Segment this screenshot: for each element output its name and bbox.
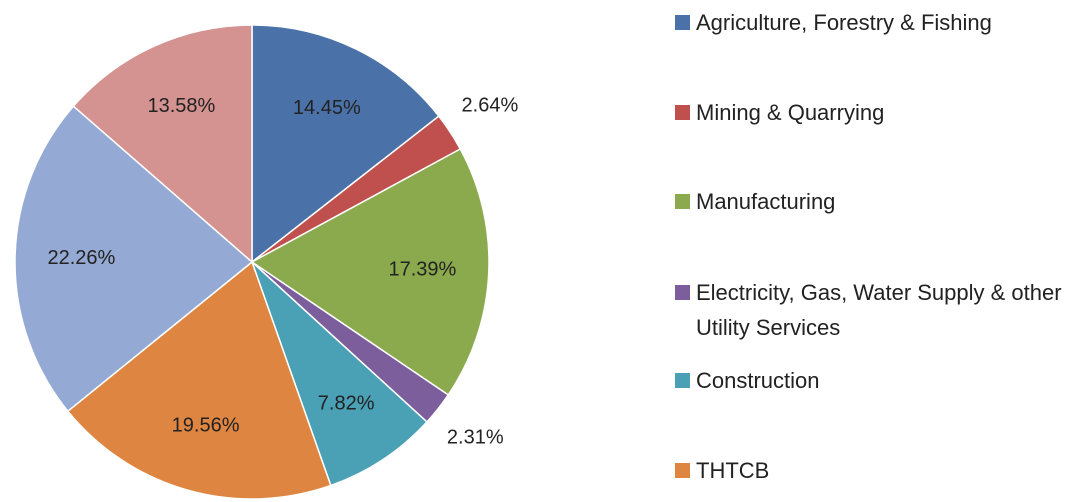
pie-slice (14, 105, 254, 413)
legend-item: Manufacturing (675, 184, 1085, 219)
legend-item: Agriculture, Forestry & Fishing (675, 5, 1085, 40)
chart: 14.45% 2.64% 17.39% 2.31% 7.82% 19.56% 22.26% 1… (14, 24, 519, 500)
pie-slice (251, 24, 440, 264)
legend-swatch (675, 373, 690, 388)
data-label: 13.58% (147, 95, 215, 117)
data-label: 14.45% (293, 97, 361, 119)
data-label: 2.64% (462, 94, 519, 116)
legend-item: THTCB (675, 453, 1085, 488)
legend-item: Construction (675, 363, 1085, 398)
data-label: 2.31% (447, 426, 504, 448)
legend-label: Electricity, Gas, Water Supply & other U… (696, 280, 1062, 340)
data-label: 17.39% (389, 259, 457, 281)
legend-label: Construction (696, 368, 820, 393)
legend-swatch (675, 105, 690, 120)
data-label: 19.56% (172, 414, 240, 436)
legend-label: Agriculture, Forestry & Fishing (696, 10, 992, 35)
legend-item: Electricity, Gas, Water Supply & other U… (675, 275, 1085, 345)
legend-item: Mining & Quarrying (675, 95, 1085, 130)
legend-swatch (675, 194, 690, 209)
legend-swatch (675, 463, 690, 478)
legend-label: Mining & Quarrying (696, 100, 885, 125)
data-label: 7.82% (318, 393, 375, 415)
data-label: 22.26% (47, 247, 115, 269)
legend-swatch (675, 285, 690, 300)
pie-slice (72, 24, 253, 264)
legend-label: THTCB (696, 458, 770, 483)
legend-swatch (675, 15, 690, 30)
pie-slice (250, 147, 490, 396)
pie-slice (66, 260, 332, 500)
legend-label: Manufacturing (696, 189, 836, 214)
pie-slice (251, 261, 428, 487)
